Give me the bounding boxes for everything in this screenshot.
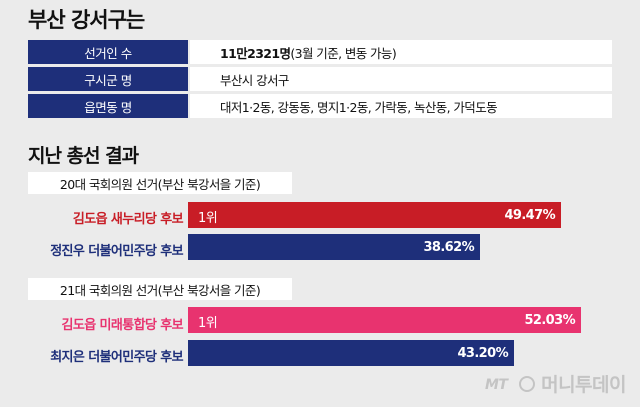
info-value: 대저1·2동, 강동동, 명지1·2동, 가락동, 녹산동, 가덕도동 <box>190 94 612 118</box>
section-title: 지난 총선 결과 <box>28 145 139 167</box>
bar-21-2 <box>188 340 514 366</box>
info-label: 구시군 명 <box>28 67 188 91</box>
info-value: 부산시 강서구 <box>190 67 612 91</box>
election-21-title: 21대 국회의원 선거(부산 북강서을 기준) <box>28 278 292 300</box>
value-label-21-1: 52.03% <box>524 313 575 328</box>
value-label-21-2: 43.20% <box>457 346 508 361</box>
logo-text: 머니투데이 <box>541 374 626 396</box>
svg-text:MT: MT <box>485 377 509 393</box>
bar-20-2 <box>188 234 480 260</box>
info-row-district: 구시군 명 부산시 강서구 <box>28 67 612 91</box>
election-20-title: 20대 국회의원 선거(부산 북강서을 기준) <box>28 172 292 194</box>
value-label-20-1: 49.47% <box>504 208 555 223</box>
info-row-voters: 선거인 수 11만2321명 (3월 기준, 변동 가능) <box>28 40 612 64</box>
publisher-logo: MT 머니투데이 <box>485 370 626 397</box>
info-value-rest: 대저1·2동, 강동동, 명지1·2동, 가락동, 녹산동, 가덕도동 <box>220 99 498 115</box>
mt-logo-icon: MT <box>485 375 536 393</box>
value-label-20-2: 38.62% <box>423 240 474 255</box>
candidate-name-21-1: 김도읍 미래통합당 후보 <box>61 318 184 333</box>
candidate-name-21-2: 최지은 더불어민주당 후보 <box>50 350 183 365</box>
rank-label-21: 1위 <box>198 316 218 331</box>
info-row-towns: 읍면동 명 대저1·2동, 강동동, 명지1·2동, 가락동, 녹산동, 가덕도… <box>28 94 612 118</box>
info-value-bold: 11만2321명 <box>220 45 291 61</box>
page-title: 부산 강서구는 <box>28 8 145 32</box>
bar-21-1 <box>188 307 581 333</box>
candidate-name-20-1: 김도읍 새누리당 후보 <box>72 212 184 227</box>
info-value-rest: (3월 기준, 변동 가능) <box>290 45 397 61</box>
info-table: 선거인 수 11만2321명 (3월 기준, 변동 가능) 구시군 명 부산시 … <box>28 40 612 121</box>
bar-20-1 <box>188 202 561 228</box>
info-label: 선거인 수 <box>28 40 188 64</box>
info-value-rest: 부산시 강서구 <box>220 72 289 88</box>
info-label: 읍면동 명 <box>28 94 188 118</box>
candidate-name-20-2: 정진우 더불어민주당 후보 <box>50 244 183 259</box>
rank-label-20: 1위 <box>198 211 218 226</box>
info-value: 11만2321명 (3월 기준, 변동 가능) <box>190 40 612 64</box>
